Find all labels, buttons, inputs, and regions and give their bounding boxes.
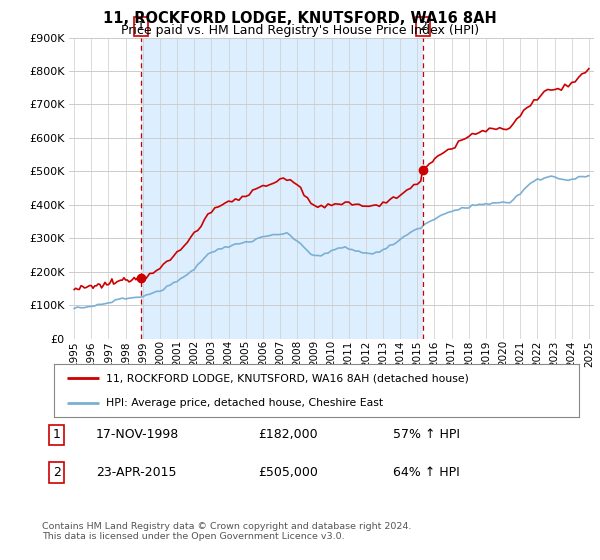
Text: 11, ROCKFORD LODGE, KNUTSFORD, WA16 8AH: 11, ROCKFORD LODGE, KNUTSFORD, WA16 8AH: [103, 11, 497, 26]
Text: 23-APR-2015: 23-APR-2015: [96, 466, 176, 479]
Text: £505,000: £505,000: [258, 466, 318, 479]
Text: Price paid vs. HM Land Registry's House Price Index (HPI): Price paid vs. HM Land Registry's House …: [121, 24, 479, 36]
Text: 57% ↑ HPI: 57% ↑ HPI: [393, 428, 460, 441]
Text: 1: 1: [137, 20, 145, 33]
Text: HPI: Average price, detached house, Cheshire East: HPI: Average price, detached house, Ches…: [107, 398, 383, 408]
Text: 17-NOV-1998: 17-NOV-1998: [96, 428, 179, 441]
Text: 2: 2: [53, 466, 61, 479]
Text: Contains HM Land Registry data © Crown copyright and database right 2024.
This d: Contains HM Land Registry data © Crown c…: [42, 522, 412, 542]
Text: 64% ↑ HPI: 64% ↑ HPI: [393, 466, 460, 479]
Text: 1: 1: [53, 428, 61, 441]
Text: 2: 2: [419, 20, 427, 33]
Text: £182,000: £182,000: [258, 428, 317, 441]
Text: 11, ROCKFORD LODGE, KNUTSFORD, WA16 8AH (detached house): 11, ROCKFORD LODGE, KNUTSFORD, WA16 8AH …: [107, 374, 469, 384]
Bar: [141, 38, 422, 339]
